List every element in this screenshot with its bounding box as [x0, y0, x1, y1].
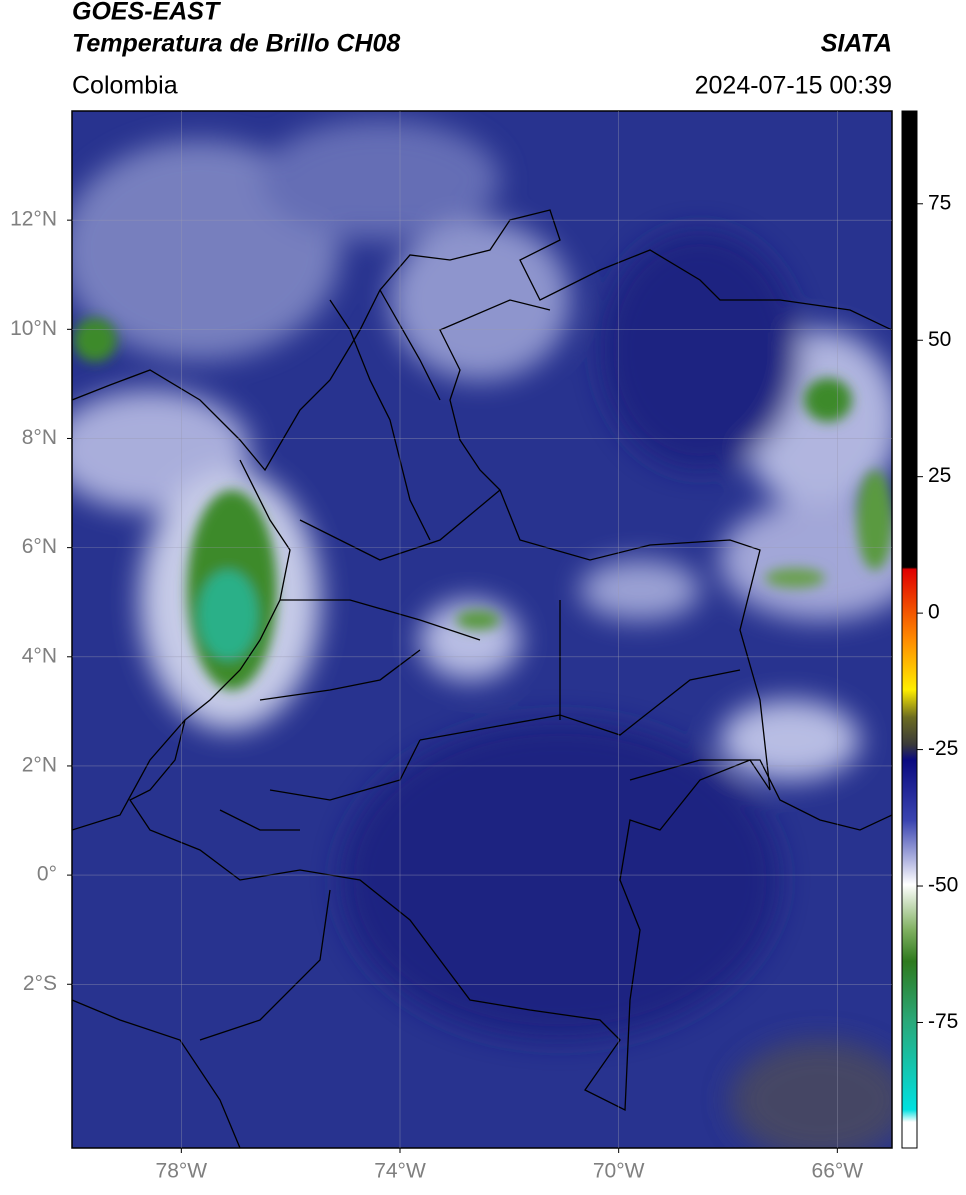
y-tick-label: 0°	[37, 863, 57, 886]
y-tick-label: 6°N	[22, 535, 57, 558]
x-tick-label: 74°W	[374, 1160, 426, 1183]
subtitle: Temperatura de Brillo CH08	[72, 30, 400, 58]
colorbar	[901, 110, 918, 1149]
title: GOES-EAST	[72, 0, 222, 26]
colorbar-tick-label: 50	[928, 328, 951, 351]
y-tick-label: 8°N	[22, 426, 57, 449]
satellite-image	[72, 111, 892, 1148]
source: SIATA	[821, 30, 892, 58]
colorbar-tick-label: 0	[928, 601, 940, 624]
timestamp: 2024-07-15 00:39	[695, 72, 892, 100]
x-tick-label: 70°W	[593, 1160, 645, 1183]
region: Colombia	[72, 72, 178, 100]
colorbar-tick-label: 75	[928, 191, 951, 214]
y-tick-label: 10°N	[10, 317, 57, 340]
y-tick-label: 4°N	[22, 644, 57, 667]
map-frame	[71, 110, 893, 1149]
y-tick-label: 12°N	[10, 208, 57, 231]
colorbar-tick-label: -50	[928, 874, 958, 897]
y-tick-label: 2°N	[22, 753, 57, 776]
x-tick-label: 78°W	[156, 1160, 208, 1183]
y-tick-label: 2°S	[23, 972, 57, 995]
colorbar-tick-label: 25	[928, 464, 951, 487]
colorbar-tick-label: -25	[928, 737, 958, 760]
x-tick-label: 66°W	[812, 1160, 864, 1183]
colorbar-tick-label: -75	[928, 1010, 958, 1033]
